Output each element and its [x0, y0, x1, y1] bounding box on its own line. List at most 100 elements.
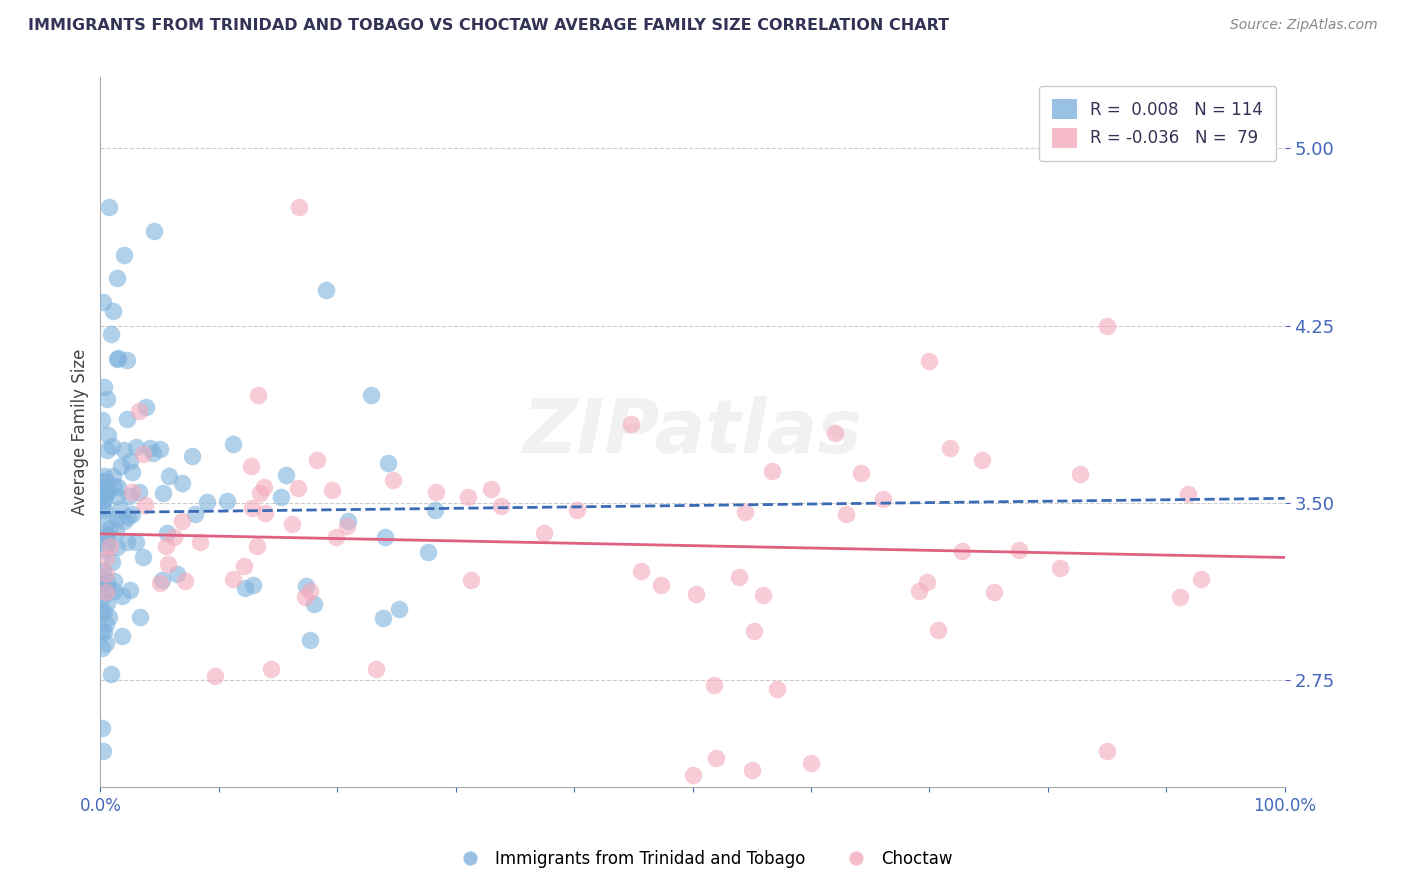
- Point: [112, 248, 135, 262]
- Point: [533, 526, 555, 541]
- Point: [90, 483, 112, 498]
- Point: [107, 480, 129, 494]
- Point: [188, 535, 211, 549]
- Point: [423, 503, 446, 517]
- Point: [118, 489, 141, 503]
- Text: ZIPatlas: ZIPatlas: [523, 396, 862, 468]
- Point: [96, 536, 118, 550]
- Point: [91, 624, 114, 638]
- Point: [93, 542, 115, 557]
- Point: [96, 566, 118, 581]
- Point: [172, 475, 194, 490]
- Point: [157, 468, 180, 483]
- Point: [100, 439, 122, 453]
- Point: [703, 678, 725, 692]
- Point: [128, 485, 150, 500]
- Point: [103, 479, 125, 493]
- Point: [105, 271, 128, 285]
- Point: [489, 499, 512, 513]
- Point: [112, 514, 135, 528]
- Point: [125, 440, 148, 454]
- Point: [1095, 744, 1118, 758]
- Point: [222, 437, 245, 451]
- Point: [91, 590, 114, 604]
- Point: [96, 596, 118, 610]
- Point: [96, 486, 118, 500]
- Text: Source: ZipAtlas.com: Source: ZipAtlas.com: [1230, 18, 1378, 32]
- Point: [117, 510, 139, 524]
- Point: [204, 669, 226, 683]
- Point: [254, 507, 277, 521]
- Point: [93, 492, 115, 507]
- Point: [849, 467, 872, 481]
- Point: [96, 528, 118, 542]
- Point: [93, 605, 115, 619]
- Point: [915, 574, 938, 589]
- Point: [94, 617, 117, 632]
- Point: [90, 483, 112, 497]
- Point: [157, 557, 180, 571]
- Point: [908, 584, 931, 599]
- Point: [105, 351, 128, 366]
- Point: [619, 417, 641, 431]
- Point: [105, 524, 128, 538]
- Point: [253, 480, 276, 494]
- Point: [90, 570, 112, 584]
- Point: [96, 475, 118, 489]
- Point: [96, 550, 118, 565]
- Point: [824, 426, 846, 441]
- Point: [337, 514, 360, 528]
- Point: [650, 578, 672, 592]
- Point: [134, 498, 156, 512]
- Point: [91, 493, 114, 508]
- Point: [630, 564, 652, 578]
- Legend: Immigrants from Trinidad and Tobago, Choctaw: Immigrants from Trinidad and Tobago, Cho…: [447, 844, 959, 875]
- Point: [927, 623, 949, 637]
- Point: [685, 587, 707, 601]
- Point: [336, 519, 359, 533]
- Point: [90, 413, 112, 427]
- Point: [105, 510, 128, 524]
- Point: [131, 447, 153, 461]
- Point: [93, 625, 115, 640]
- Point: [166, 567, 188, 582]
- Point: [96, 392, 118, 406]
- Point: [766, 681, 789, 696]
- Point: [90, 486, 112, 500]
- Point: [100, 666, 122, 681]
- Point: [741, 764, 763, 778]
- Point: [382, 473, 405, 487]
- Point: [287, 481, 309, 495]
- Point: [233, 559, 256, 574]
- Point: [103, 584, 125, 599]
- Point: [96, 582, 118, 596]
- Point: [121, 465, 143, 479]
- Point: [950, 544, 973, 558]
- Point: [307, 453, 329, 467]
- Point: [174, 574, 197, 588]
- Point: [112, 442, 135, 457]
- Point: [115, 412, 138, 426]
- Point: [918, 354, 941, 368]
- Y-axis label: Average Family Size: Average Family Size: [72, 349, 89, 516]
- Point: [752, 588, 775, 602]
- Point: [142, 224, 165, 238]
- Point: [132, 549, 155, 564]
- Point: [98, 539, 121, 553]
- Point: [298, 584, 321, 599]
- Point: [1069, 467, 1091, 481]
- Point: [180, 449, 202, 463]
- Point: [149, 575, 172, 590]
- Point: [425, 485, 447, 500]
- Point: [97, 428, 120, 442]
- Point: [172, 514, 194, 528]
- Point: [374, 530, 396, 544]
- Point: [100, 521, 122, 535]
- Point: [91, 564, 114, 578]
- Point: [270, 490, 292, 504]
- Point: [235, 581, 257, 595]
- Point: [129, 609, 152, 624]
- Point: [93, 295, 115, 310]
- Point: [567, 502, 589, 516]
- Point: [107, 351, 129, 365]
